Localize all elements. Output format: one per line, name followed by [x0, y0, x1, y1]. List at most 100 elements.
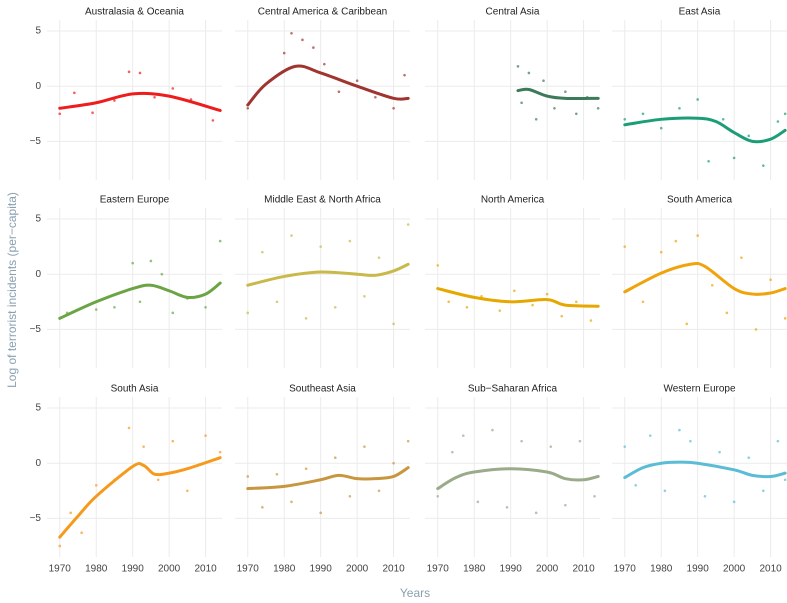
point [261, 250, 264, 254]
smooth-line [246, 262, 410, 287]
point [80, 531, 83, 535]
panel: Sub−Saharan Africa 1970 1980 1990 2000 2010 [425, 384, 600, 575]
point [153, 95, 156, 99]
x-tick-label: 2000 [536, 564, 559, 575]
x-axis-label: Years [400, 586, 430, 600]
point [685, 322, 689, 326]
y-tick-label: 5 [35, 403, 41, 414]
point [138, 300, 142, 304]
panel: Middle East & North Africa [235, 195, 410, 368]
smooth-line [623, 116, 787, 144]
point [689, 439, 692, 443]
point [392, 106, 395, 110]
point [275, 472, 279, 476]
x-tick-label: 1970 [427, 564, 450, 575]
x-tick-label: 1970 [49, 564, 72, 575]
point [403, 73, 406, 77]
smooth-line [58, 281, 222, 320]
point [406, 223, 410, 226]
point [575, 300, 578, 304]
point [513, 289, 516, 293]
point [696, 98, 699, 101]
point [634, 483, 637, 487]
point [754, 328, 758, 331]
point [732, 156, 736, 160]
point [319, 511, 322, 515]
point [641, 112, 645, 116]
point [333, 456, 337, 459]
point [374, 95, 377, 99]
y-tick-label: 5 [35, 26, 41, 37]
panel-title: South America [667, 195, 732, 206]
point [160, 272, 164, 276]
y-axis-label: Log of terrorist incidents (per−capita) [5, 192, 19, 388]
x-tick-label: 2010 [382, 564, 405, 575]
panel: Central America & Caribbean [235, 7, 410, 180]
point [363, 445, 366, 448]
point [762, 489, 765, 493]
x-tick-label: 1990 [500, 564, 523, 575]
point [623, 245, 627, 248]
panel-title: Australasia & Oceania [85, 7, 184, 18]
smooth-line [246, 64, 410, 107]
point [447, 300, 450, 304]
smooth-line [58, 91, 222, 112]
point [73, 91, 76, 95]
point [589, 319, 593, 322]
point [186, 489, 189, 493]
point [593, 495, 596, 498]
x-tick-label: 1980 [650, 564, 673, 575]
x-tick-label: 2010 [194, 564, 217, 575]
point [476, 500, 480, 504]
x-tick-label: 2000 [158, 564, 181, 575]
x-tick-label: 1980 [463, 564, 486, 575]
point [564, 503, 567, 507]
panel-title: Southeast Asia [289, 384, 356, 395]
point [553, 106, 556, 110]
point [578, 439, 582, 443]
x-tick-label: 1970 [614, 564, 637, 575]
point [516, 65, 520, 68]
point [348, 239, 352, 243]
point [204, 434, 207, 437]
point [171, 311, 175, 315]
point [663, 489, 667, 493]
point [94, 483, 98, 487]
point [696, 234, 699, 237]
point [127, 70, 131, 74]
smooth-line [516, 87, 600, 101]
smooth-line [436, 467, 600, 491]
point [261, 506, 264, 509]
point [348, 495, 352, 498]
panel-title: East Asia [679, 7, 721, 18]
point [337, 90, 341, 94]
smooth-line [623, 261, 787, 296]
panel-title: North America [481, 195, 545, 206]
point [783, 112, 787, 116]
point [732, 500, 736, 504]
point [127, 426, 131, 430]
x-tick-label: 1980 [85, 564, 108, 575]
point [545, 292, 549, 296]
y-tick-label: −5 [30, 513, 42, 524]
smooth-line [623, 460, 787, 480]
y-tick-label: 5 [35, 214, 41, 225]
point [674, 239, 678, 243]
panel: Western Europe 1970 1980 1990 2000 2010 [612, 384, 787, 575]
point [465, 306, 469, 309]
panel: South America [612, 195, 787, 368]
point [323, 62, 326, 66]
point [290, 31, 293, 35]
point [721, 118, 725, 121]
point [69, 511, 72, 515]
point [678, 428, 681, 432]
point [783, 317, 787, 320]
panel: Southeast Asia 1970 1980 1990 2000 2010 [235, 384, 410, 575]
point [641, 300, 645, 304]
point [575, 112, 578, 116]
point [678, 106, 681, 110]
y-tick-label: −5 [30, 324, 42, 335]
point [319, 245, 322, 248]
panel-title: Eastern Europe [100, 195, 170, 206]
